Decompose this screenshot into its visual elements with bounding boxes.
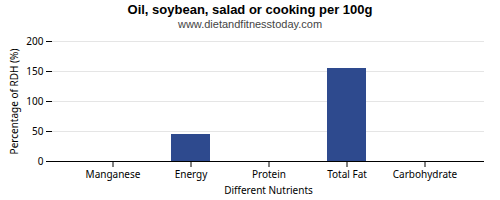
html-text:Oil, soybean, salad or cooking: Oil, soybean, salad or cooking per 100g: [127, 2, 373, 17]
svg-text:Protein: Protein: [252, 167, 286, 181]
svg-text:Percentage of RDH (%): Percentage of RDH (%): [7, 49, 21, 155]
svg-text:200: 200: [26, 34, 43, 48]
svg-text:Total Fat: Total Fat: [327, 167, 367, 181]
svg-text:Different Nutrients: Different Nutrients: [224, 183, 313, 197]
svg-text:0: 0: [38, 154, 44, 168]
svg-text:Energy: Energy: [175, 167, 209, 181]
html-text:www.dietandfitnesstoday.com: www.dietandfitnesstoday.com: [178, 18, 322, 30]
svg-text:Manganese: Manganese: [86, 167, 141, 181]
svg-text:100: 100: [26, 94, 43, 108]
svg-text:50: 50: [32, 124, 44, 138]
svg-text:Carbohydrate: Carbohydrate: [393, 167, 458, 181]
svg-text:150: 150: [26, 64, 43, 78]
